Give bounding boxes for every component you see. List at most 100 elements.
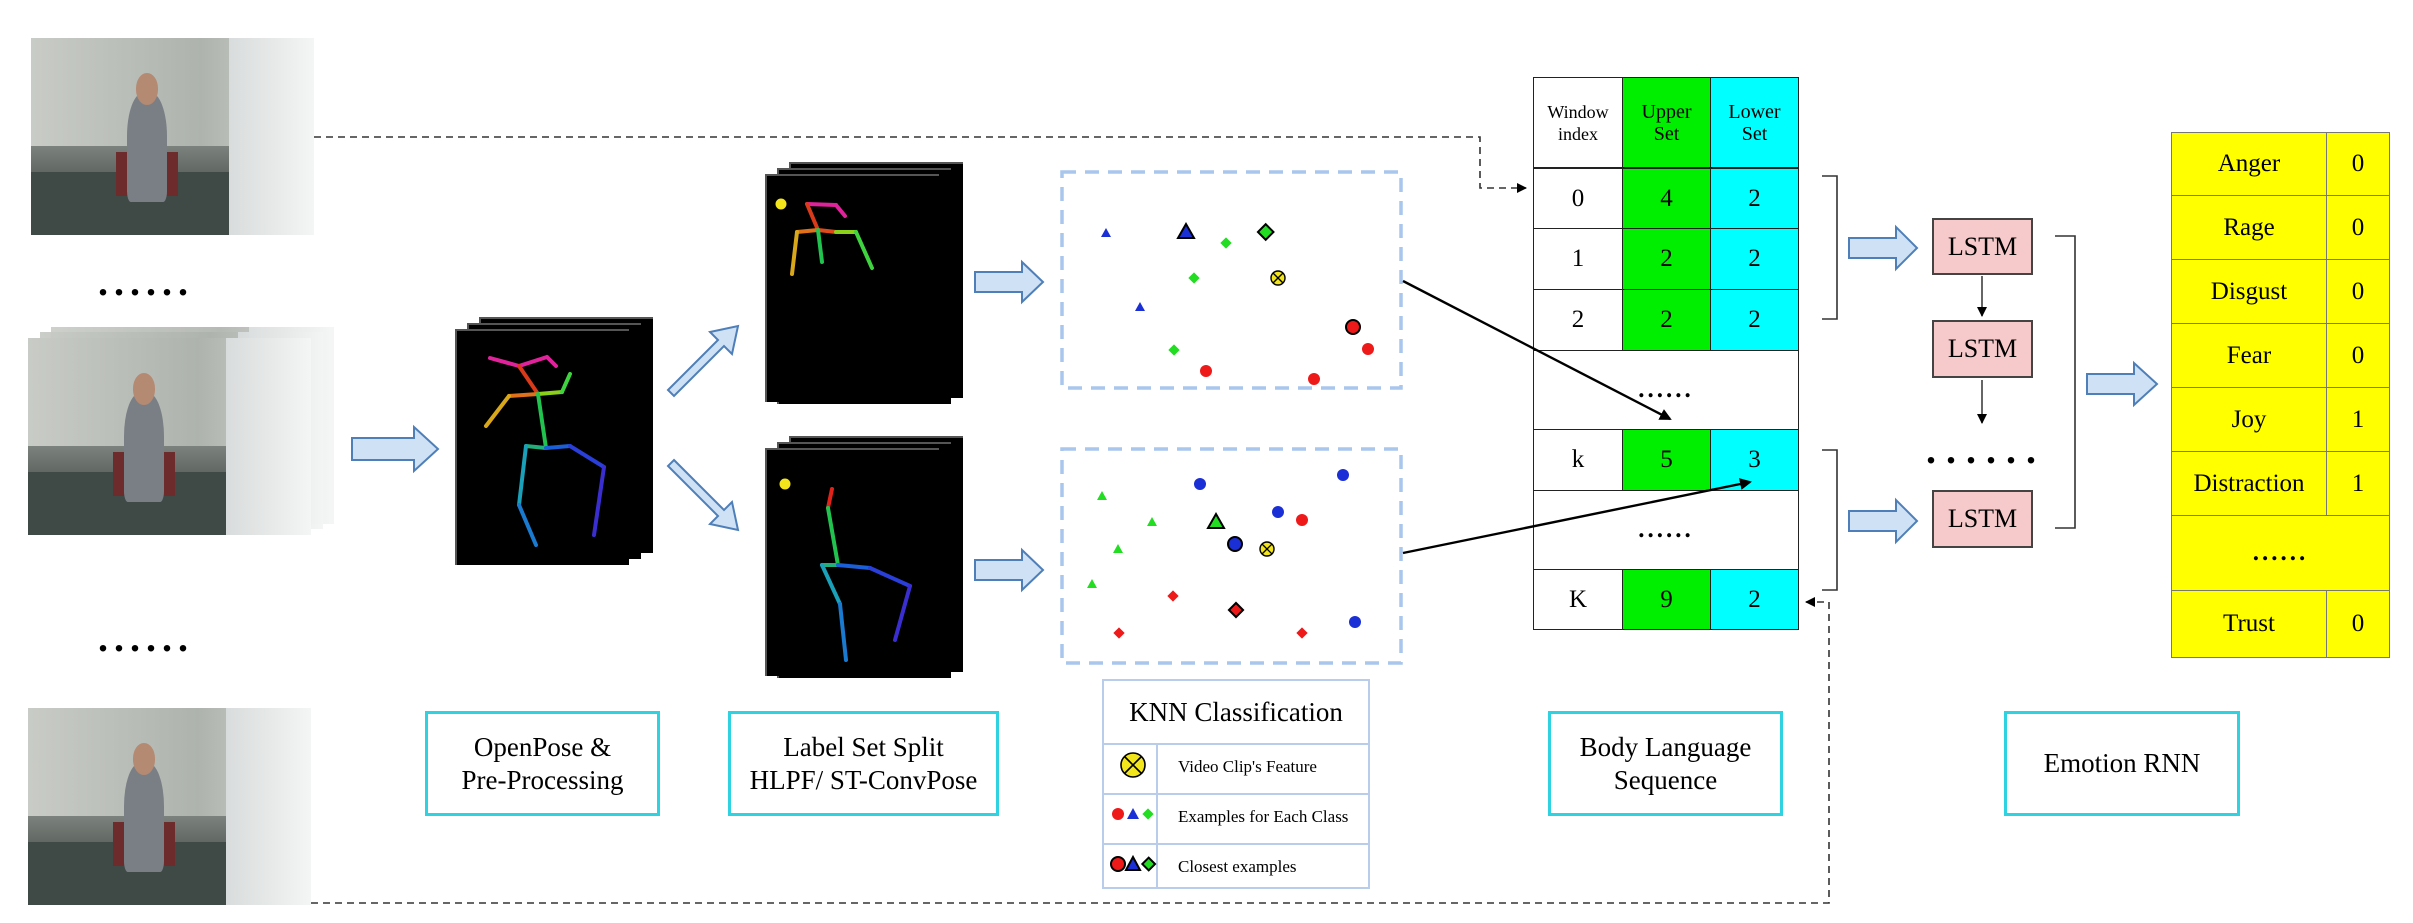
closest-blue-triangle: [1176, 221, 1196, 239]
emotion-distraction-value: 1: [2326, 451, 2390, 516]
block-arrow-to-lower: [666, 458, 740, 532]
body-language-box: Body Language Sequence: [1548, 711, 1783, 816]
openpose-label-box: OpenPose & Pre-Processing: [425, 711, 660, 816]
red-diamond: [1167, 590, 1179, 602]
block-arrow-to-emotions: [2086, 360, 2159, 408]
table-row-0-upper: 4: [1622, 168, 1711, 229]
lstm-cell-1: LSTM: [1932, 218, 2033, 275]
knn-lower-plot: [1060, 447, 1403, 665]
emotion-disgust-value: 0: [2326, 259, 2390, 324]
emotion-fear-value: 0: [2326, 323, 2390, 388]
blue-circle: [1349, 616, 1361, 628]
block-arrow-to-lstm-3: [1848, 497, 1919, 545]
video-frame-bottom: [28, 708, 311, 905]
green-triangle: [1087, 579, 1097, 588]
emotion-trust-value: 0: [2326, 590, 2390, 658]
knn-legend-class-examples: Examples for Each Class: [1178, 807, 1349, 826]
emotion-ellipsis: ......: [2171, 515, 2390, 591]
block-arrow-lower-knn: [974, 547, 1045, 593]
green-diamond: [1188, 272, 1200, 284]
lstm-cell-2: LSTM: [1932, 320, 2033, 378]
block-arrow-upper-knn: [974, 259, 1045, 305]
emotion-trust-name: Trust: [2171, 590, 2327, 658]
emotion-distraction-name: Distraction: [2171, 451, 2327, 516]
green-diamond: [1220, 237, 1232, 249]
closest-green-triangle: [1206, 511, 1226, 529]
bracket-bottom: [1822, 449, 1838, 591]
table-row-1-upper: 2: [1622, 228, 1711, 290]
emotion-joy-value: 1: [2326, 387, 2390, 452]
closest-green-diamond: [1256, 222, 1275, 242]
body-language-line1: Body Language: [1579, 731, 1752, 762]
knn-title: KNN Classification: [1129, 696, 1343, 727]
video-frame-top: [31, 38, 314, 235]
green-triangle: [1097, 491, 1107, 500]
red-circle: [1308, 373, 1320, 385]
red-circle: [1362, 343, 1374, 355]
upper-skeleton-frame: [765, 174, 939, 402]
blue-triangle: [1101, 228, 1111, 237]
bracket-lstm: [2055, 235, 2076, 529]
block-arrow-to-openpose: [351, 424, 440, 474]
blue-circle: [1194, 478, 1206, 490]
closest-red-circle: [1345, 319, 1361, 335]
table-row-2-lower: 2: [1710, 289, 1799, 351]
emotion-fear-name: Fear: [2171, 323, 2327, 388]
dashed-connector-top: [314, 136, 1527, 193]
lower-skeleton: [778, 477, 912, 662]
red-diamond: [1296, 627, 1308, 639]
blue-circle: [1272, 506, 1284, 518]
legend-closest-examples-icon: [1110, 854, 1157, 872]
emotion-rnn-label: Emotion RNN: [2043, 748, 2201, 778]
dashed-connector-bottom: [311, 597, 1830, 904]
block-arrow-to-upper: [666, 324, 740, 398]
bracket-top: [1822, 175, 1838, 320]
emotion-anger-value: 0: [2326, 132, 2390, 196]
table-row-K-upper: 9: [1622, 569, 1711, 630]
emotion-joy-name: Joy: [2171, 387, 2327, 452]
label-split-line2: HLPF/ ST-ConvPose: [749, 764, 978, 795]
feature-marker: [1259, 541, 1275, 557]
legend-feature-icon: [1120, 752, 1146, 778]
green-triangle: [1113, 544, 1123, 553]
table-header-index: Window index: [1533, 77, 1623, 168]
label-split-line1: Label Set Split: [783, 731, 944, 762]
red-diamond: [1113, 627, 1125, 639]
lower-skeleton-frame: [765, 448, 939, 676]
table-row-K-lower: 2: [1710, 569, 1799, 630]
emotion-disgust-name: Disgust: [2171, 259, 2327, 324]
knn-upper-plot: [1060, 170, 1403, 390]
table-row-1-lower: 2: [1710, 228, 1799, 290]
green-triangle: [1147, 517, 1157, 526]
red-circle: [1296, 514, 1308, 526]
label-split-box: Label Set Split HLPF/ ST-ConvPose: [728, 711, 999, 816]
arrow-knn-lower-to-table: [1402, 478, 1752, 555]
body-language-line2: Sequence: [1613, 764, 1718, 795]
lstm-cell-3: LSTM: [1932, 490, 2033, 548]
closest-red-diamond: [1227, 601, 1245, 619]
arrow-knn-upper-to-table: [1402, 279, 1672, 421]
emotion-rnn-box: Emotion RNN: [2004, 711, 2240, 816]
blue-triangle: [1135, 302, 1145, 311]
feature-marker: [1270, 270, 1286, 286]
emotion-anger-name: Anger: [2171, 132, 2327, 196]
openpose-label-line1: OpenPose &: [473, 731, 612, 762]
red-circle: [1200, 365, 1212, 377]
openpose-label-line2: Pre-Processing: [461, 764, 624, 795]
green-diamond: [1168, 344, 1180, 356]
emotion-rage-name: Rage: [2171, 195, 2327, 260]
knn-upper-points: [1101, 221, 1374, 385]
legend-class-examples-icon: [1112, 808, 1154, 820]
video-frame-middle: [28, 338, 311, 535]
table-row-0-lower: 2: [1710, 168, 1799, 229]
knn-lower-points: [1087, 469, 1361, 639]
openpose-skeleton: [484, 355, 606, 547]
knn-legend-feature: Video Clip's Feature: [1178, 757, 1317, 776]
block-arrow-to-lstm-1: [1848, 224, 1919, 272]
upper-skeleton: [774, 197, 874, 276]
blue-circle: [1337, 469, 1349, 481]
closest-blue-circle: [1227, 536, 1243, 552]
table-header-lower: Lower Set: [1710, 77, 1799, 168]
